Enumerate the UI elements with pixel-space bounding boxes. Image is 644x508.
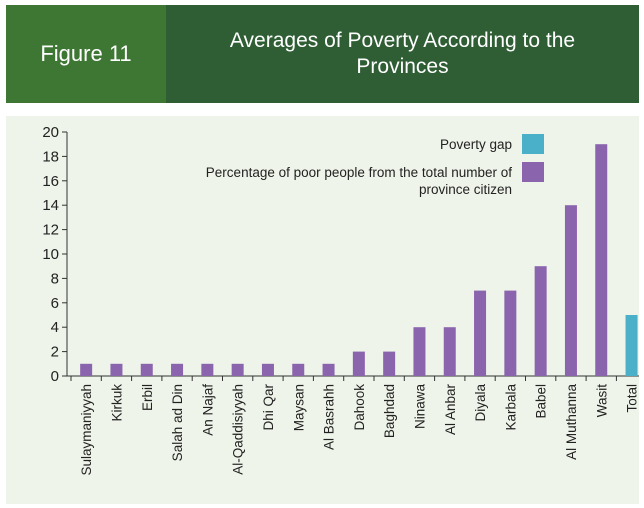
- y-tick-label: 2: [51, 344, 59, 361]
- y-tick-label: 0: [51, 368, 59, 385]
- bar: [474, 290, 487, 376]
- y-tick-label: 14: [42, 197, 59, 214]
- x-category-label: Salah ad Din: [170, 384, 185, 461]
- bar: [140, 363, 153, 376]
- bar: [413, 327, 426, 376]
- y-tick-label: 4: [51, 319, 59, 336]
- x-category-label: Diyala: [473, 384, 488, 422]
- y-tick-label: 6: [51, 295, 59, 312]
- x-category-label: Dhi Qar: [261, 383, 276, 430]
- bar: [443, 327, 456, 376]
- bar: [201, 363, 214, 376]
- bar: [595, 144, 608, 376]
- bar-chart: 0 2 4 6 8 10 12 14 16 18 20 Sulaymaniyyah Kirkuk Erbi…: [42, 124, 639, 476]
- x-category-label: Total: [625, 384, 639, 413]
- legend-label: Percentage of poor people from the total…: [206, 165, 512, 180]
- x-category-label: An Najaf: [200, 384, 215, 436]
- bar: [171, 363, 184, 376]
- bar: [534, 266, 547, 376]
- y-tick-label: 18: [42, 148, 59, 165]
- x-category-label: Al Anbar: [443, 384, 458, 436]
- bar: [383, 351, 396, 376]
- x-category-label: Al-Qaddisiyyah: [231, 384, 246, 475]
- chart-panel: 0 2 4 6 8 10 12 14 16 18 20 Sulaymaniyyah Kirkuk Erbi…: [6, 116, 639, 504]
- bar: [564, 205, 577, 376]
- bar: [261, 363, 274, 376]
- y-tick-label: 20: [42, 124, 59, 141]
- x-category-label: Wasit: [594, 384, 609, 417]
- x-category-label: Karbala: [503, 384, 518, 431]
- x-category-label: Kirkuk: [109, 384, 124, 422]
- bar: [352, 351, 365, 376]
- figure-label-box: Figure 11: [6, 5, 166, 103]
- legend-label: province citizen: [419, 182, 512, 197]
- y-tick-label: 12: [42, 222, 59, 239]
- y-tick-label: 10: [42, 246, 59, 263]
- legend-swatch: [522, 162, 544, 182]
- x-category-label: Erbil: [140, 384, 155, 411]
- bar: [504, 290, 517, 376]
- figure-label: Figure 11: [40, 41, 132, 66]
- legend-swatch: [522, 134, 544, 154]
- chart-title: Averages of Poverty According to the Pro…: [229, 29, 576, 78]
- figure-header: Figure 11 Averages of Poverty According …: [6, 5, 639, 103]
- bar: [80, 363, 93, 376]
- y-tick-label: 8: [51, 270, 59, 287]
- bar: [110, 363, 123, 376]
- x-category-label: Baghdad: [382, 384, 397, 438]
- x-category-label: Al Muthanna: [564, 384, 579, 460]
- x-category-label: Maysan: [291, 384, 306, 431]
- bar: [292, 363, 305, 376]
- y-tick-label: 16: [42, 173, 59, 190]
- x-category-label: Ninawa: [412, 384, 427, 430]
- x-category-label: Dahook: [352, 384, 367, 431]
- bar: [625, 315, 638, 376]
- x-category-label: Babel: [534, 384, 549, 419]
- bar: [231, 363, 244, 376]
- title-box: Averages of Poverty According to the Pro…: [166, 5, 639, 103]
- legend-label: Poverty gap: [440, 137, 512, 152]
- bar: [322, 363, 335, 376]
- x-category-label: Sulaymaniyyah: [79, 384, 94, 476]
- x-category-label: Al Basrahh: [322, 384, 337, 450]
